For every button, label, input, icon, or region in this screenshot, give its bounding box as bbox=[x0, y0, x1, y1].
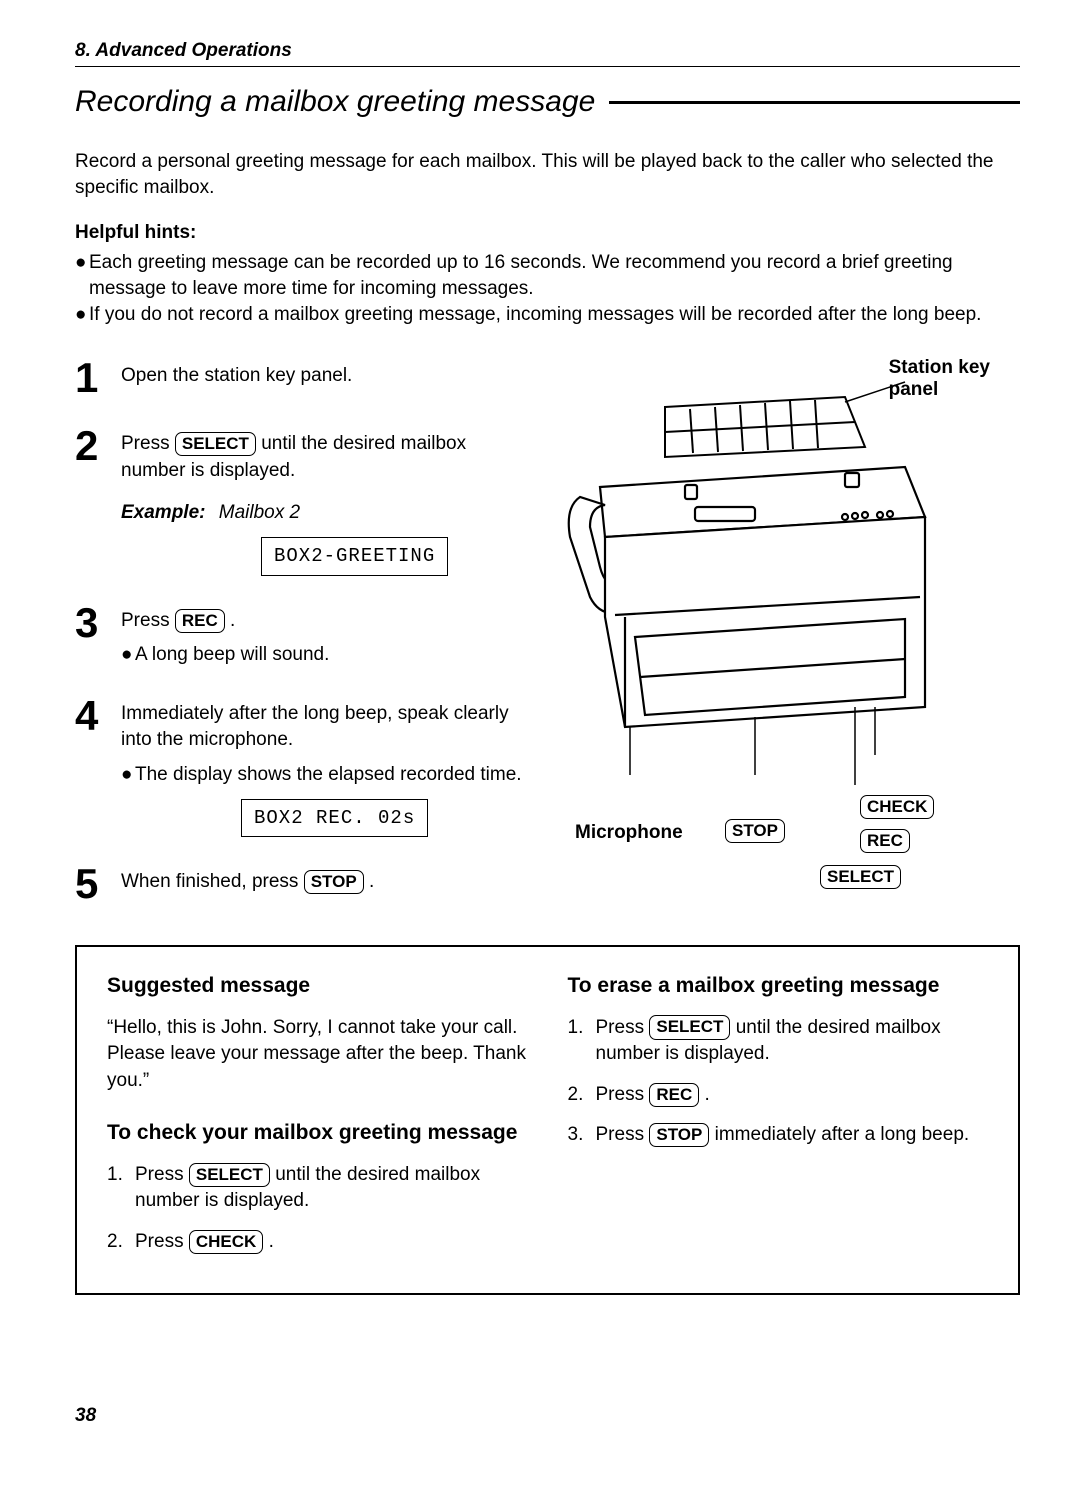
example-line: Example: Mailbox 2 bbox=[121, 500, 525, 527]
step-text: When finished, press bbox=[121, 871, 304, 892]
list-item: 1. Press SELECT until the desired mailbo… bbox=[568, 1015, 989, 1068]
diagram-check-button: CHECK bbox=[860, 795, 934, 819]
check-heading: To check your mailbox greeting message bbox=[107, 1118, 528, 1147]
lcd-display: BOX2-GREETING bbox=[261, 537, 448, 576]
sub-bullet: ● The display shows the elapsed recorded… bbox=[121, 762, 525, 789]
step-body: Immediately after the long beep, speak c… bbox=[121, 695, 525, 837]
step-number: 3 bbox=[75, 602, 121, 669]
step-number: 1 bbox=[75, 357, 121, 399]
suggested-text: “Hello, this is John. Sorry, I cannot ta… bbox=[107, 1015, 528, 1095]
rec-button: REC bbox=[175, 609, 225, 633]
item-number: 1. bbox=[107, 1162, 135, 1215]
box-right-column: To erase a mailbox greeting message 1. P… bbox=[568, 971, 989, 1269]
diagram-column: Station key panel bbox=[545, 357, 1020, 905]
check-button: CHECK bbox=[189, 1230, 263, 1254]
lcd-display: BOX2 REC. 02s bbox=[241, 799, 428, 838]
hint-text: If you do not record a mailbox greeting … bbox=[89, 302, 981, 328]
step-1: 1 Open the station key panel. bbox=[75, 357, 525, 399]
page-title: Recording a mailbox greeting message bbox=[75, 85, 595, 119]
hint-text: Each greeting message can be recorded up… bbox=[89, 250, 1020, 301]
microphone-label: Microphone bbox=[575, 822, 683, 844]
chapter-label: 8. Advanced Operations bbox=[75, 40, 1020, 62]
intro-text: Record a personal greeting message for e… bbox=[75, 149, 1020, 200]
bullet-icon: ● bbox=[121, 642, 135, 669]
title-row: Recording a mailbox greeting message bbox=[75, 85, 1020, 119]
main-columns: 1 Open the station key panel. 2 Press SE… bbox=[75, 357, 1020, 905]
step-text: Press bbox=[121, 433, 175, 454]
erase-heading: To erase a mailbox greeting message bbox=[568, 971, 989, 1000]
step-text: . bbox=[369, 871, 374, 892]
diagram-stop-button: STOP bbox=[725, 819, 785, 843]
stop-button: STOP bbox=[304, 870, 364, 894]
bullet-icon: ● bbox=[75, 302, 89, 328]
step-2: 2 Press SELECT until the desired mailbox… bbox=[75, 425, 525, 575]
hint-item: ● Each greeting message can be recorded … bbox=[75, 250, 1020, 301]
item-number: 2. bbox=[107, 1229, 135, 1256]
step-body: Press SELECT until the desired mailbox n… bbox=[121, 425, 525, 575]
select-button: SELECT bbox=[649, 1015, 730, 1039]
step-text: Press bbox=[121, 610, 175, 631]
step-body: When finished, press STOP . bbox=[121, 863, 374, 905]
step-5: 5 When finished, press STOP . bbox=[75, 863, 525, 905]
hint-item: ● If you do not record a mailbox greetin… bbox=[75, 302, 1020, 328]
sub-bullet: ● A long beep will sound. bbox=[121, 642, 329, 669]
hints-heading: Helpful hints: bbox=[75, 222, 1020, 244]
page-number: 38 bbox=[75, 1405, 1020, 1427]
step-body: Open the station key panel. bbox=[121, 357, 352, 399]
item-text: Press CHECK . bbox=[135, 1229, 274, 1256]
diagram-rec-button: REC bbox=[860, 829, 910, 853]
title-rule bbox=[609, 101, 1020, 104]
station-key-panel-label: Station key panel bbox=[889, 357, 990, 401]
box-left-column: Suggested message “Hello, this is John. … bbox=[107, 971, 528, 1269]
hints-list: ● Each greeting message can be recorded … bbox=[75, 250, 1020, 327]
stop-button: STOP bbox=[649, 1123, 709, 1147]
item-text: Press SELECT until the desired mailbox n… bbox=[135, 1162, 528, 1215]
bullet-icon: ● bbox=[121, 762, 135, 789]
step-4: 4 Immediately after the long beep, speak… bbox=[75, 695, 525, 837]
item-number: 1. bbox=[568, 1015, 596, 1068]
sub-text: The display shows the elapsed recorded t… bbox=[135, 762, 522, 789]
suggested-heading: Suggested message bbox=[107, 971, 528, 1000]
page: 8. Advanced Operations Recording a mailb… bbox=[0, 0, 1080, 1487]
fax-machine-icon bbox=[545, 367, 965, 807]
step-number: 5 bbox=[75, 863, 121, 905]
item-text: Press STOP immediately after a long beep… bbox=[596, 1122, 970, 1149]
divider bbox=[75, 66, 1020, 67]
step-text: . bbox=[230, 610, 235, 631]
rec-button: REC bbox=[649, 1083, 699, 1107]
select-button: SELECT bbox=[175, 432, 256, 456]
item-text: Press SELECT until the desired mailbox n… bbox=[596, 1015, 989, 1068]
example-label: Example: bbox=[121, 502, 205, 523]
info-box: Suggested message “Hello, this is John. … bbox=[75, 945, 1020, 1295]
step-number: 4 bbox=[75, 695, 121, 837]
step-body: Press REC . ● A long beep will sound. bbox=[121, 602, 329, 669]
select-button: SELECT bbox=[189, 1163, 270, 1187]
step-3: 3 Press REC . ● A long beep will sound. bbox=[75, 602, 525, 669]
list-item: 2. Press CHECK . bbox=[107, 1229, 528, 1256]
example-value: Mailbox 2 bbox=[219, 502, 300, 523]
item-text: Press REC . bbox=[596, 1082, 710, 1109]
diagram-select-button: SELECT bbox=[820, 865, 901, 889]
bullet-icon: ● bbox=[75, 250, 89, 301]
list-item: 1. Press SELECT until the desired mailbo… bbox=[107, 1162, 528, 1215]
sub-text: A long beep will sound. bbox=[135, 642, 329, 669]
list-item: 2. Press REC . bbox=[568, 1082, 989, 1109]
list-item: 3. Press STOP immediately after a long b… bbox=[568, 1122, 989, 1149]
step-text: Immediately after the long beep, speak c… bbox=[121, 703, 509, 751]
steps-column: 1 Open the station key panel. 2 Press SE… bbox=[75, 357, 525, 905]
item-number: 3. bbox=[568, 1122, 596, 1149]
step-number: 2 bbox=[75, 425, 121, 575]
item-number: 2. bbox=[568, 1082, 596, 1109]
